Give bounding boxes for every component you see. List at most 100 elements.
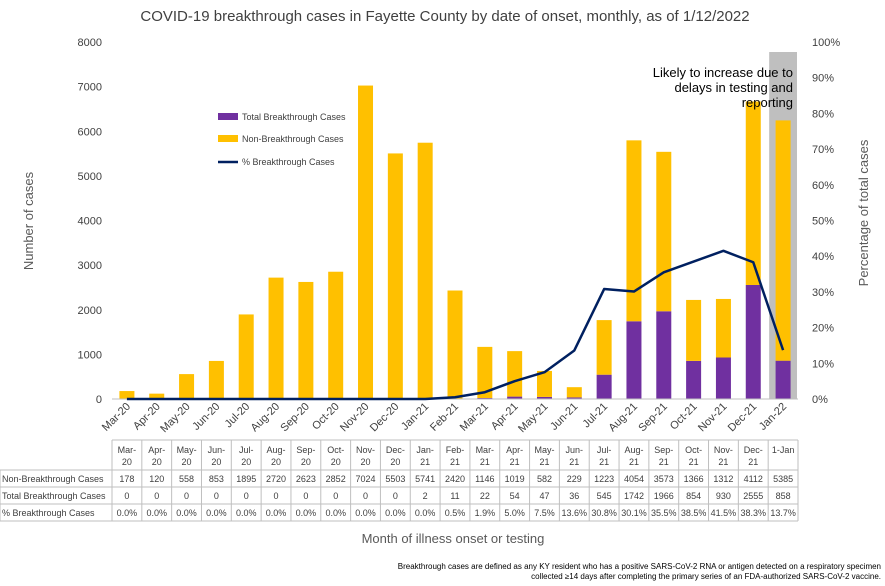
table-cell: 3573 [654,474,674,484]
table-header: Nov- [356,445,375,455]
legend-label: Total Breakthrough Cases [242,112,346,122]
y2-tick-label: 10% [812,358,834,370]
table-cell: 120 [149,474,164,484]
table-header: Jun- [208,445,226,455]
x-tick-label: Oct-20 [310,401,342,433]
table-header: 21 [748,457,758,467]
x-tick-label: Oct-21 [668,401,700,433]
bar-non-breakthrough [238,314,254,399]
table-header: 20 [301,457,311,467]
legend-label: % Breakthrough Cases [242,157,335,167]
table-row-label: Non-Breakthrough Cases [2,474,104,484]
table-header: Feb- [446,445,465,455]
table-cell: 0.0% [385,508,406,518]
bar-breakthrough [745,284,761,399]
bar-breakthrough [715,357,731,399]
table-header: 21 [450,457,460,467]
bar-non-breakthrough [149,393,165,399]
table-header: 20 [241,457,251,467]
annotation-line: delays in testing and [674,80,793,95]
bar-non-breakthrough [387,153,403,399]
table-cell: 2555 [743,491,763,501]
table-header: Dec- [386,445,405,455]
table-cell: 4054 [624,474,644,484]
y-axis-ticks: 0 1000 2000 3000 4000 5000 6000 7000 8000 [78,37,102,406]
bar-non-breakthrough [328,271,344,399]
y2-tick-label: 50% [812,216,834,228]
legend: Total Breakthrough Cases Non-Breakthrough… [218,112,346,167]
table-header: 20 [152,457,162,467]
legend-label: Non-Breakthrough Cases [242,134,344,144]
bar-non-breakthrough [477,346,493,399]
x-tick-label: May-20 [158,401,192,435]
y2-tick-label: 20% [812,323,834,335]
data-table: Mar-20Apr-20May-20Jun-20Jul-20Aug-20Sep-… [0,439,799,522]
table-header: 20 [271,457,281,467]
table-cell: 41.5% [711,508,737,518]
table-cell: 0.0% [176,508,197,518]
y-tick-label: 1000 [78,349,102,361]
table-header: Oct- [327,445,344,455]
table-cell: 0 [124,491,129,501]
y2-tick-label: 30% [812,287,834,299]
table-cell: 558 [179,474,194,484]
table-header: Jan- [416,445,434,455]
x-tick-label: Nov-20 [338,401,372,435]
table-cell: 13.7% [770,508,796,518]
table-header: 21 [659,457,669,467]
legend-swatch [218,113,238,120]
bar-breakthrough [656,311,672,399]
y-tick-label: 8000 [78,37,102,49]
table-header: Aug- [267,445,286,455]
table-cell: 38.5% [681,508,707,518]
y2-axis-title: Percentage of total cases [856,139,871,286]
table-cell: 0 [333,491,338,501]
table-cell: 0 [214,491,219,501]
bar-non-breakthrough [775,120,791,361]
table-cell: 2720 [266,474,286,484]
table-header: Mar- [476,445,495,455]
table-header: Sep- [654,445,673,455]
table-cell: 0 [244,491,249,501]
table-header: Mar- [118,445,137,455]
table-cell: 30.8% [591,508,617,518]
bar-breakthrough [507,396,523,399]
bar-non-breakthrough [268,277,284,399]
x-tick-label: Jan-21 [399,401,431,433]
bar-non-breakthrough [417,142,433,399]
table-cell: 854 [686,491,701,501]
table-header: Apr- [148,445,165,455]
table-header: 21 [420,457,430,467]
table-header: 21 [480,457,490,467]
table-cell: 1146 [475,474,494,484]
x-tick-label: Mar-21 [458,401,491,434]
bar-breakthrough [596,374,612,399]
table-cell: 0 [363,491,368,501]
table-header: 21 [718,457,728,467]
table-header: May- [177,445,197,455]
y-tick-label: 7000 [78,82,102,94]
table-cell: 0.0% [236,508,257,518]
table-cell: 4112 [744,474,763,484]
bar-breakthrough [686,360,702,399]
table-cell: 858 [776,491,791,501]
table-cell: 853 [209,474,224,484]
legend-swatch [218,135,238,142]
x-axis-title: Month of illness onset or testing [362,531,545,546]
y2-tick-label: 90% [812,73,834,85]
table-header: 21 [689,457,699,467]
table-cell: 13.6% [562,508,588,518]
y2-axis-ticks: 0% 10% 20% 30% 40% 50% 60% 70% 80% 90% 100% [812,37,840,406]
percent-line [126,249,785,401]
table-cell: 2852 [326,474,346,484]
table-cell: 545 [597,491,612,501]
bar-breakthrough [626,321,642,399]
chart-title: COVID-19 breakthrough cases in Fayette C… [140,8,749,25]
table-cell: 0.0% [415,508,436,518]
bar-non-breakthrough [566,387,582,398]
table-cell: 38.3% [740,508,766,518]
y2-tick-label: 40% [812,251,834,263]
table-cell: 1.9% [475,508,496,518]
